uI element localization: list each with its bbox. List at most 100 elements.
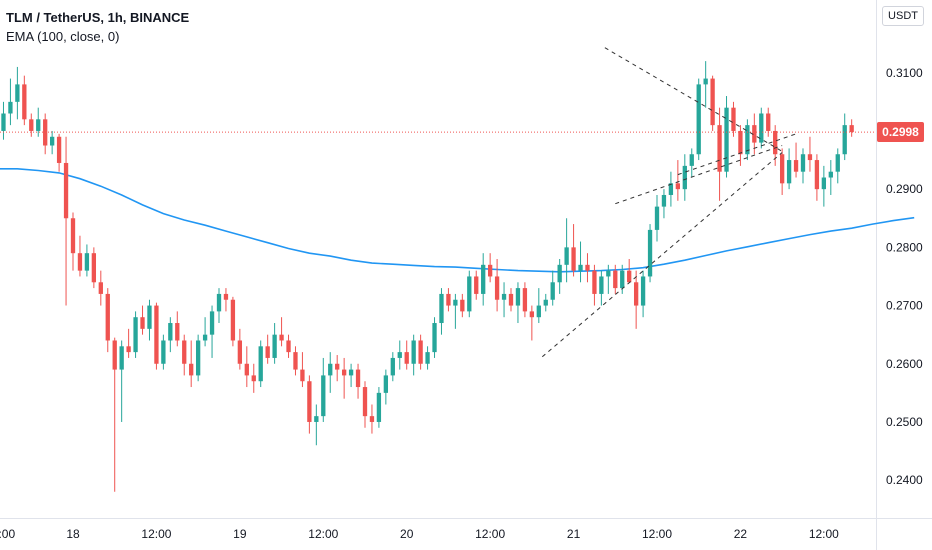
candle-body (29, 119, 34, 131)
candle-body (258, 346, 263, 382)
candle-body (376, 392, 382, 422)
candle-body (432, 323, 437, 353)
candle-body (36, 119, 41, 131)
candle-body (828, 171, 833, 178)
candle-body (675, 183, 681, 190)
candle-body (244, 363, 249, 376)
candle-body (1, 113, 6, 131)
candle-body (571, 247, 576, 271)
price-axis[interactable]: 0.3100 0.2900 0.2800 0.2700 0.2600 0.2500 0.24… (886, 66, 923, 487)
candle-body (390, 357, 395, 376)
candle-body (154, 305, 159, 364)
candle-body (543, 299, 548, 306)
candle-body (501, 293, 507, 300)
candle-body (147, 305, 152, 329)
candle-body (84, 253, 90, 271)
candle-body (411, 340, 416, 364)
candle-body (703, 78, 708, 85)
candle-body (606, 270, 611, 277)
candle-body (759, 113, 764, 143)
candle-body (613, 270, 618, 289)
candle-body (814, 160, 820, 190)
candle-body (807, 154, 813, 161)
time-tick-label: 20 (400, 527, 414, 541)
price-tick-label: 0.2500 (886, 415, 923, 429)
candle-body (362, 387, 368, 417)
candle-body (627, 270, 632, 283)
price-tick-label: 0.2900 (886, 182, 923, 196)
candle-body (321, 375, 326, 417)
candle-body (474, 276, 479, 294)
time-tick-label: 22 (734, 527, 748, 541)
candle-body (133, 317, 138, 353)
candle-body (682, 165, 687, 190)
candle-body (654, 206, 660, 230)
candle-body (397, 352, 402, 358)
time-axis[interactable]: 2:00 18 12:00 19 12:00 20 12:00 21 12:00 22 12:00 (0, 527, 839, 541)
candle-body (348, 369, 354, 376)
candle-body (418, 340, 423, 364)
candle-body (70, 218, 76, 254)
price-tick-label: 0.2400 (886, 473, 923, 487)
candle-body (557, 264, 562, 283)
candle-body (717, 125, 722, 172)
candle-body (800, 154, 806, 172)
candle-body (487, 264, 493, 277)
candle-body (404, 352, 409, 364)
candle-body (633, 282, 639, 306)
candle-body (481, 264, 486, 294)
price-tick-label: 0.2800 (886, 240, 923, 254)
time-tick-label: 12:00 (809, 527, 839, 541)
candle-body (453, 299, 458, 306)
candle-body (91, 253, 97, 283)
candle-body (849, 125, 854, 133)
ema-100-line (0, 168, 915, 273)
candle-body (98, 282, 103, 294)
candle-body (821, 177, 827, 190)
candle-body (223, 293, 229, 300)
candle-body (369, 416, 375, 422)
time-tick-label: 18 (66, 527, 80, 541)
candle-body (446, 293, 451, 306)
candle-body (112, 340, 117, 370)
candle-body (314, 416, 319, 422)
candle-body (620, 270, 625, 289)
time-tick-label: 2:00 (0, 527, 15, 541)
candle-body (752, 125, 757, 143)
candle-body (724, 107, 729, 172)
candle-body (202, 334, 208, 341)
candle-body (328, 363, 333, 376)
candle-body (119, 346, 124, 370)
currency-unit-button[interactable]: USDT (882, 6, 924, 26)
candle-body (161, 340, 166, 364)
candle-body (536, 305, 541, 318)
candle-body (189, 363, 194, 376)
candle-body (168, 323, 173, 341)
candle-body (647, 229, 653, 277)
time-tick-label: 12:00 (308, 527, 338, 541)
candle-body (599, 276, 604, 294)
candle-body (793, 160, 799, 172)
candle-body (578, 264, 583, 271)
time-tick-label: 19 (233, 527, 247, 541)
price-tick-label: 0.3100 (886, 66, 923, 80)
trendline (541, 152, 783, 358)
candle-body (335, 363, 340, 370)
candle-body (56, 136, 62, 163)
candle-body (293, 352, 298, 370)
candle-body (49, 136, 55, 146)
candle-body (307, 381, 312, 422)
candle-body (668, 183, 674, 195)
candle-body (279, 334, 284, 341)
candle-body (341, 369, 347, 376)
candle-body (8, 101, 13, 114)
candle-body (550, 282, 555, 300)
candle-body (265, 346, 270, 358)
candle-body (522, 288, 528, 312)
candle-body (286, 340, 291, 353)
candle-body (383, 375, 389, 393)
candle-body (209, 311, 215, 335)
candle-body (237, 340, 243, 364)
candle-body (835, 154, 840, 172)
